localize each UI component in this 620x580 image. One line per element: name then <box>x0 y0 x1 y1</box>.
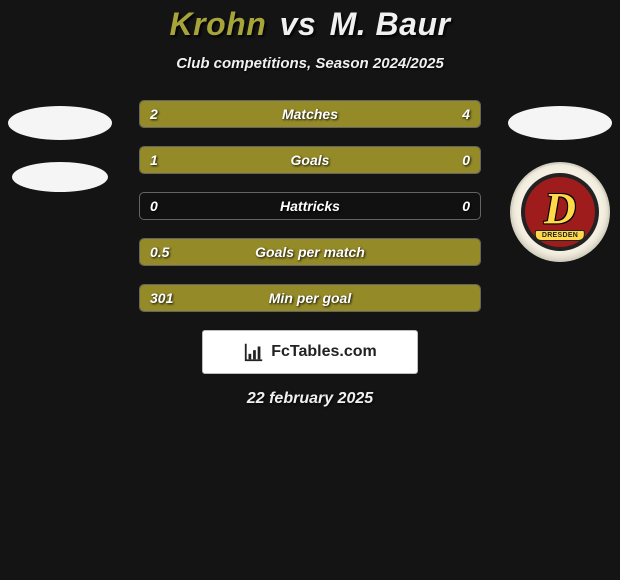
crest-inner: D DRESDEN <box>521 173 599 251</box>
right-player-col: D DRESDEN <box>500 100 620 262</box>
stat-label: Goals per match <box>255 244 365 260</box>
chart-icon <box>243 341 265 363</box>
brand-text: FcTables.com <box>271 343 377 361</box>
crest-letter: D <box>544 183 576 234</box>
comparison-area: D DRESDEN 2 Matches 4 1 Goals 0 0 Hattricks 0 0.5… <box>0 100 620 312</box>
stat-bars: 2 Matches 4 1 Goals 0 0 Hattricks 0 0.5 Goals per … <box>139 100 481 312</box>
stat-value-right: 4 <box>462 106 470 122</box>
stat-value-left: 2 <box>150 106 158 122</box>
right-club-crest: D DRESDEN <box>510 162 610 262</box>
stat-value-left: 1 <box>150 152 158 168</box>
stat-value-right: 0 <box>462 152 470 168</box>
title-left-player: Krohn <box>170 6 267 42</box>
page-title: Krohn vs M. Baur <box>0 0 620 43</box>
date-line: 22 february 2025 <box>0 390 620 408</box>
title-vs: vs <box>280 6 317 42</box>
stat-fill-left <box>140 147 412 173</box>
left-club-crest-placeholder <box>12 162 108 192</box>
title-right-player: M. Baur <box>330 6 451 42</box>
stat-value-left: 301 <box>150 290 173 306</box>
stat-bar: 301 Min per goal <box>139 284 481 312</box>
stat-value-left: 0.5 <box>150 244 169 260</box>
subtitle: Club competitions, Season 2024/2025 <box>0 55 620 72</box>
right-player-avatar-placeholder <box>508 106 612 140</box>
stat-value-right: 0 <box>462 198 470 214</box>
stat-bar: 0 Hattricks 0 <box>139 192 481 220</box>
stat-label: Goals <box>291 152 330 168</box>
stat-value-left: 0 <box>150 198 158 214</box>
left-player-avatar-placeholder <box>8 106 112 140</box>
stat-label: Hattricks <box>280 198 340 214</box>
stat-label: Matches <box>282 106 338 122</box>
stat-bar: 2 Matches 4 <box>139 100 481 128</box>
stat-bar: 0.5 Goals per match <box>139 238 481 266</box>
crest-banner: DRESDEN <box>535 230 585 241</box>
brand-box: FcTables.com <box>202 330 418 374</box>
stat-label: Min per goal <box>269 290 351 306</box>
left-player-col <box>0 100 120 192</box>
stat-bar: 1 Goals 0 <box>139 146 481 174</box>
